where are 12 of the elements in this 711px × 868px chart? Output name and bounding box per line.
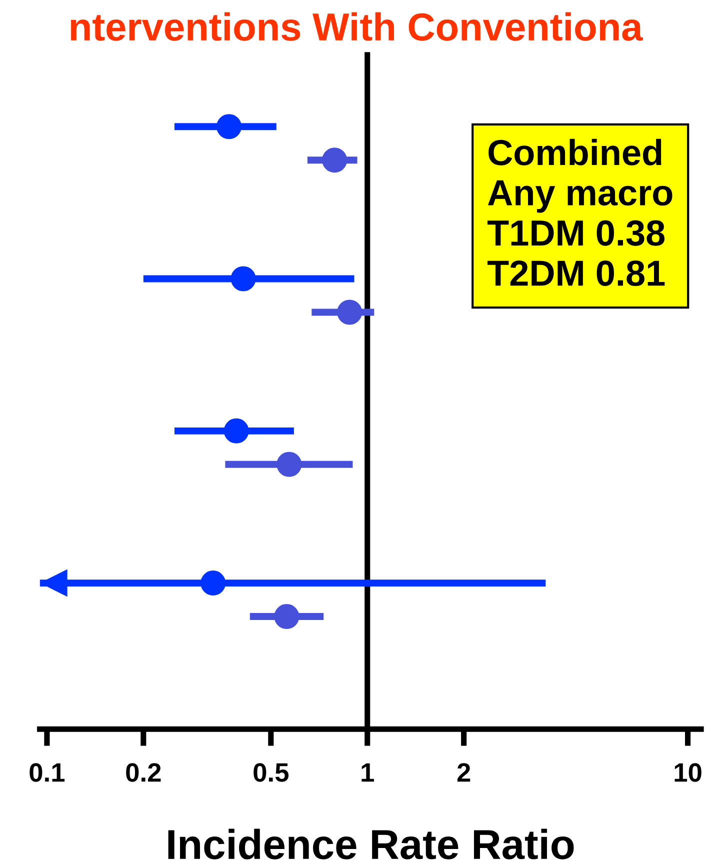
x-tick-label: 0.5 <box>254 763 289 782</box>
x-axis-title: Incidence Rate Ratio <box>168 828 574 860</box>
annotation: Combined <box>488 138 662 166</box>
x-tick-label: 10 <box>674 763 702 782</box>
x-tick-label: 2 <box>457 763 470 782</box>
x-tick-label: 0.1 <box>30 763 65 782</box>
annotation: Any macro <box>488 180 672 213</box>
chart-title: nterventions With Conventiona <box>70 12 643 41</box>
annotation: T2DM 0.81 <box>487 260 665 286</box>
x-tick-label: 0.2 <box>126 763 161 782</box>
x-tick-label: 1 <box>362 763 374 782</box>
annotation: T1DM 0.38 <box>487 220 665 246</box>
